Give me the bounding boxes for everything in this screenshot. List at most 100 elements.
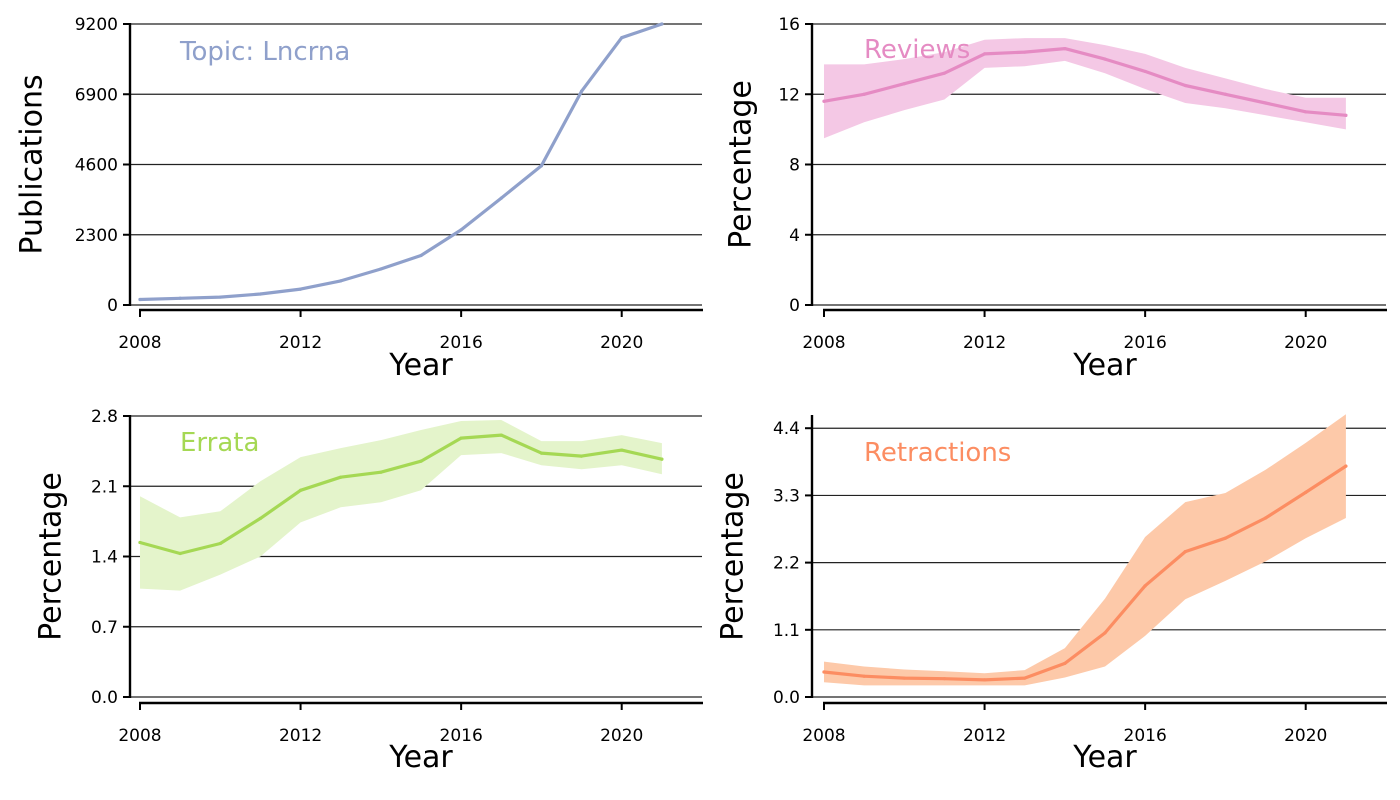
series-line-retractions (822, 464, 1348, 682)
data-point-errata-2018 (539, 451, 544, 455)
xtick-label-publications-0: 2008 (118, 333, 161, 353)
data-point-errata-2020 (620, 448, 624, 452)
data-point-retractions-2017 (1183, 550, 1187, 554)
data-point-retractions-2021 (1344, 464, 1348, 468)
ytick-label-errata-3: 2.1 (91, 477, 118, 497)
xlabel-reviews: Year (1072, 348, 1137, 383)
ytick-label-retractions-2: 2.2 (773, 554, 800, 574)
data-point-retractions-2018 (1223, 536, 1228, 540)
ytick-label-publications-0: 0 (107, 296, 118, 316)
data-point-reviews-2012 (982, 52, 987, 56)
data-point-reviews-2010 (902, 82, 906, 86)
data-point-reviews-2021 (1344, 113, 1348, 117)
xlabel-publications: Year (388, 348, 453, 383)
data-point-publications-2009 (178, 296, 182, 300)
data-point-retractions-2013 (1023, 676, 1027, 680)
data-point-errata-2012 (298, 488, 303, 492)
band-errata (140, 420, 662, 591)
data-point-publications-2013 (339, 279, 343, 283)
data-point-errata-2017 (499, 433, 503, 437)
xtick-label-reviews-3: 2020 (1284, 333, 1327, 353)
xtick-label-errata-1: 2012 (279, 726, 322, 746)
xtick-label-errata-2: 2016 (440, 726, 483, 746)
data-point-reviews-2018 (1223, 92, 1228, 96)
panel-title-publications: Topic: Lncrna (179, 37, 350, 67)
data-point-errata-2011 (258, 516, 263, 520)
data-point-publications-2010 (218, 295, 222, 299)
series-line-publications (138, 22, 664, 302)
data-point-errata-2008 (138, 540, 142, 545)
ytick-label-errata-4: 2.8 (91, 407, 118, 427)
xlabel-errata: Year (388, 740, 453, 775)
ytick-label-retractions-1: 1.1 (773, 621, 800, 641)
ytick-label-errata-2: 1.4 (91, 548, 118, 568)
ytick-label-retractions-3: 3.3 (773, 486, 800, 506)
panel-errata: 0.0 0.7 1.4 2.1 2.8 2008 2012 2016 2020 Year Perce… (34, 407, 703, 775)
data-point-retractions-2016 (1143, 584, 1147, 588)
data-point-retractions-2010 (902, 676, 906, 680)
data-point-retractions-2015 (1103, 631, 1107, 635)
panel-retractions: 0.0 1.1 2.2 3.3 4.4 2008 2012 2016 2020 Year Perce… (716, 414, 1387, 775)
data-point-errata-2015 (419, 459, 423, 463)
data-point-retractions-2012 (982, 678, 987, 682)
data-point-errata-2013 (339, 475, 343, 479)
xtick-label-reviews-0: 2008 (802, 333, 845, 353)
xtick-label-reviews-1: 2012 (963, 333, 1006, 353)
data-point-reviews-2015 (1103, 57, 1107, 61)
xtick-label-retractions-2: 2016 (1124, 726, 1167, 746)
panel-title-retractions: Retractions (864, 438, 1011, 468)
xtick-label-errata-3: 2020 (600, 726, 643, 746)
ylabel-reviews: Percentage (724, 80, 759, 249)
data-point-errata-2021 (660, 457, 664, 461)
data-point-publications-2011 (258, 292, 263, 296)
ytick-label-retractions-0: 0.0 (773, 688, 800, 708)
ytick-label-reviews-1: 4 (789, 226, 800, 246)
panel-reviews: 0 4 8 12 16 2008 2012 2016 2020 Year Percentage Rev… (724, 15, 1387, 383)
band-retractions (824, 414, 1346, 686)
data-point-publications-2019 (579, 89, 584, 93)
xtick-label-retractions-0: 2008 (802, 726, 845, 746)
data-point-publications-2014 (379, 267, 383, 271)
ytick-label-reviews-0: 0 (789, 296, 800, 316)
series-line-errata (138, 433, 664, 556)
xlabel-retractions: Year (1072, 740, 1137, 775)
ytick-label-reviews-4: 16 (778, 15, 800, 35)
xtick-label-retractions-3: 2020 (1284, 726, 1327, 746)
xtick-label-publications-3: 2020 (600, 333, 643, 353)
data-point-reviews-2014 (1063, 46, 1067, 51)
ylabel-publications: Publications (15, 74, 50, 254)
xtick-label-retractions-1: 2012 (963, 726, 1006, 746)
data-point-reviews-2016 (1143, 69, 1147, 74)
data-point-errata-2010 (218, 541, 222, 546)
ylabel-retractions: Percentage (716, 472, 751, 641)
data-point-publications-2012 (298, 287, 303, 291)
data-point-reviews-2017 (1183, 83, 1187, 88)
data-point-publications-2008 (138, 297, 142, 302)
data-point-retractions-2008 (822, 670, 826, 674)
data-point-retractions-2009 (862, 674, 866, 678)
ytick-label-errata-0: 0.0 (91, 688, 118, 708)
data-point-publications-2015 (419, 253, 423, 258)
panel-title-reviews: Reviews (864, 35, 970, 65)
data-point-reviews-2020 (1304, 110, 1308, 114)
data-point-retractions-2020 (1304, 490, 1308, 494)
data-point-reviews-2013 (1023, 50, 1027, 54)
ytick-label-retractions-4: 4.4 (773, 419, 800, 439)
data-point-publications-2018 (539, 164, 544, 168)
data-point-reviews-2008 (822, 99, 826, 103)
panel-title-errata: Errata (180, 428, 259, 458)
data-point-publications-2016 (459, 228, 463, 232)
xtick-label-publications-2: 2016 (440, 333, 483, 353)
band-reviews (824, 38, 1346, 139)
data-point-reviews-2011 (942, 71, 947, 75)
xtick-label-reviews-2: 2016 (1124, 333, 1167, 353)
data-point-retractions-2011 (942, 677, 947, 681)
data-point-publications-2021 (660, 22, 664, 26)
ytick-label-publications-3: 6900 (75, 85, 118, 105)
ytick-label-publications-1: 2300 (75, 226, 118, 246)
data-point-retractions-2014 (1063, 661, 1067, 666)
data-point-errata-2016 (459, 436, 463, 440)
series-line-reviews (822, 46, 1348, 117)
xtick-label-publications-1: 2012 (279, 333, 322, 353)
